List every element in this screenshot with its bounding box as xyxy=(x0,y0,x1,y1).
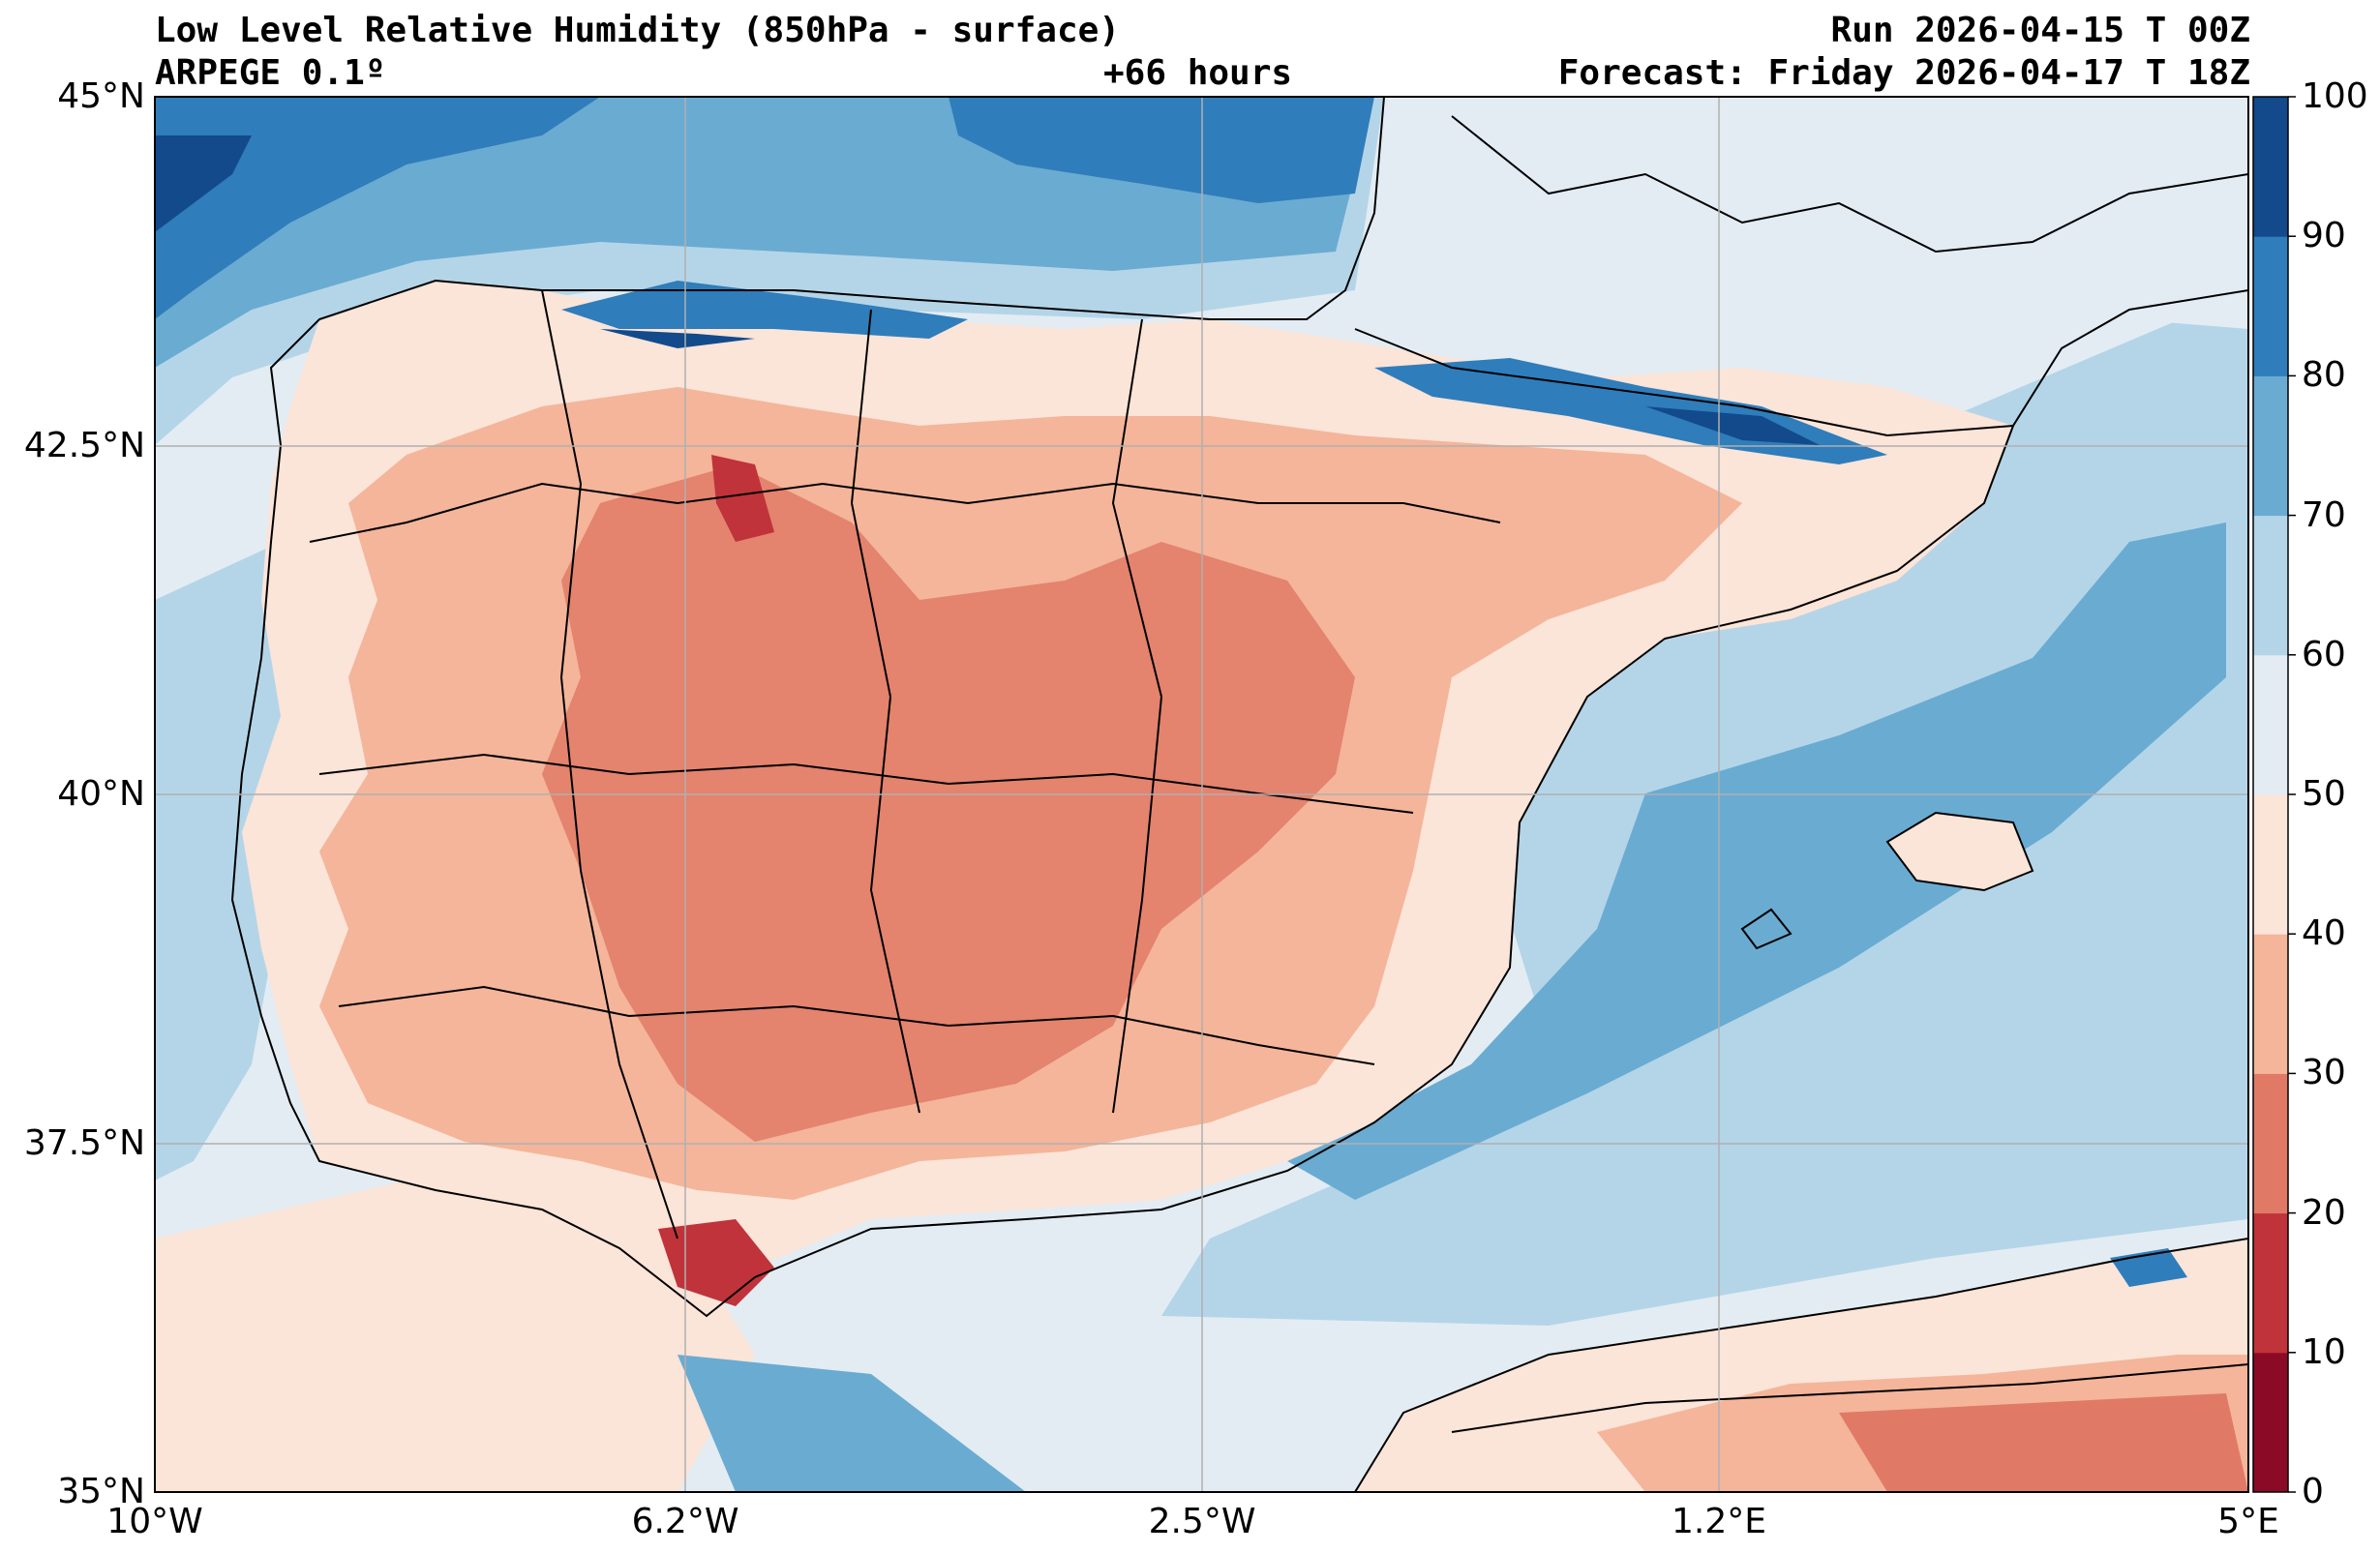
colorbar-segment xyxy=(2253,97,2288,237)
map-title: Low Level Relative Humidity (850hPa - su… xyxy=(155,11,1120,50)
colorbar-segment xyxy=(2253,1352,2288,1493)
lat-label-42-5: 42.5°N xyxy=(23,426,145,465)
colorbar-tick-label: 60 xyxy=(2302,634,2346,674)
atlantic-saturated xyxy=(155,135,252,232)
internal-border-3 xyxy=(338,985,1375,1065)
lat-label-35: 35°N xyxy=(57,1472,145,1511)
atlantic-very-humid xyxy=(155,97,600,319)
run-time: Run 2026-04-15 T 00Z xyxy=(1830,11,2250,50)
internal-border-4 xyxy=(850,309,920,1114)
ibiza-coast xyxy=(1740,908,1793,950)
lead-time: +66 hours xyxy=(1103,53,1293,93)
lon-label-6-2w: 6.2°W xyxy=(631,1502,739,1541)
colorbar-segment xyxy=(2253,934,2288,1074)
colorbar-tick-label: 50 xyxy=(2302,774,2346,814)
lat-label-37-5: 37.5°N xyxy=(23,1123,145,1163)
biscay-very-humid xyxy=(949,97,1374,203)
gibraltar-mixed xyxy=(155,1180,755,1492)
colorbar-tick-label: 40 xyxy=(2302,913,2346,954)
pyrenees-saturated xyxy=(1645,406,1820,445)
colorbar-segment xyxy=(2253,1073,2288,1214)
africa-border xyxy=(1451,1363,2248,1433)
colorbar-segment xyxy=(2253,515,2288,656)
colorbar-segment xyxy=(2253,1212,2288,1354)
north-africa-very-dry xyxy=(1839,1393,2248,1492)
colorbar-tick-label: 10 xyxy=(2302,1331,2346,1372)
mediterranean-humid-band xyxy=(1287,523,2226,1200)
internal-border-5 xyxy=(1111,318,1163,1114)
lon-label-1-2e: 1.2°E xyxy=(1672,1502,1766,1541)
colorbar xyxy=(2252,96,2296,1493)
portugal-spain-border xyxy=(541,289,678,1239)
graticule xyxy=(155,97,2248,1492)
colorbar-tick-label: 30 xyxy=(2302,1053,2346,1093)
internal-border-2 xyxy=(318,753,1414,814)
colorbar-tick-label: 100 xyxy=(2302,76,2368,116)
dry-core-north xyxy=(711,455,774,542)
colorbar-tick-label: 80 xyxy=(2302,355,2346,396)
iberia-very-dry xyxy=(542,464,1355,1142)
colorbar-segment xyxy=(2253,375,2288,517)
mallorca xyxy=(1887,813,2033,890)
colorbar-tick-label: 0 xyxy=(2302,1472,2324,1511)
colorbar-tick-label: 70 xyxy=(2302,494,2346,535)
france-land xyxy=(1355,97,2248,368)
lon-label-5e: 5°E xyxy=(2217,1502,2279,1541)
africa-coastline xyxy=(1354,1238,2248,1492)
colorbar-tick-label: 20 xyxy=(2302,1192,2346,1233)
cantabrian-humid xyxy=(561,281,968,339)
iberia-coastline xyxy=(230,97,2248,1318)
colorbar-segment xyxy=(2253,654,2288,795)
model-name: ARPEGE 0.1º xyxy=(155,53,386,93)
alboran-humid xyxy=(678,1355,1026,1492)
pyrenees-border xyxy=(1354,328,2014,437)
colorbar-segment xyxy=(2253,236,2288,376)
borders xyxy=(230,97,2248,1492)
lon-label-10w: 10°W xyxy=(106,1502,203,1541)
lat-label-40: 40°N xyxy=(57,774,145,814)
lon-label-2-5w: 2.5°W xyxy=(1148,1502,1256,1541)
forecast-time: Forecast: Friday 2026-04-17 T 18Z xyxy=(1557,53,2250,93)
colorbar-segment xyxy=(2253,794,2288,935)
france-regions xyxy=(1451,115,2248,254)
mallorca-coast xyxy=(1885,811,2034,892)
colorbar-tick-label: 90 xyxy=(2302,216,2346,256)
cantabrian-saturated xyxy=(600,329,755,348)
lat-label-45: 45°N xyxy=(57,76,145,116)
west-atlantic-band xyxy=(155,542,290,1180)
map-frame xyxy=(154,96,2249,1493)
internal-border-1 xyxy=(309,482,1501,543)
